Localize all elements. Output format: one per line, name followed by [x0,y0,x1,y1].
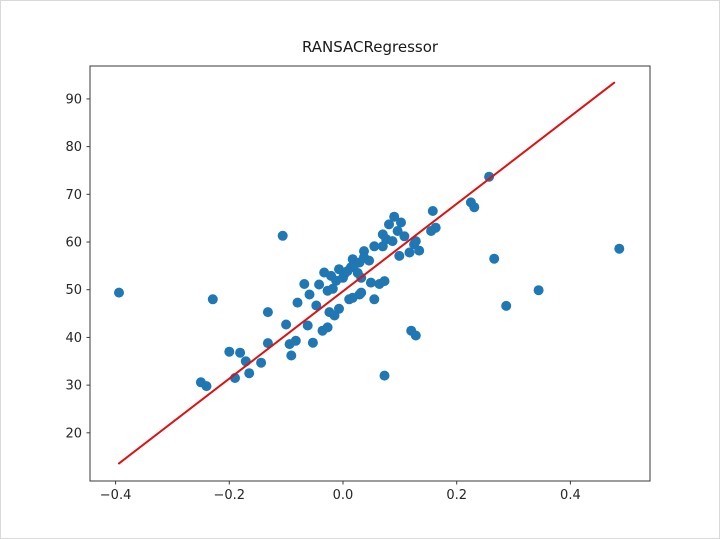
scatter-point [410,236,421,247]
scatter-point [344,294,355,305]
x-tick-label: −0.2 [214,488,246,503]
scatter-point [207,294,218,305]
y-tick-label: 50 [65,283,82,298]
scatter-point [430,222,441,233]
scatter-point [299,279,310,289]
scatter-point [369,241,380,252]
y-tick-label: 40 [65,331,82,346]
y-axis-ticks: 20 30 40 50 60 70 80 90 [65,92,90,441]
scatter-point [352,268,363,278]
scatter-point [334,264,344,275]
scatter-point [262,338,273,349]
scatter-point [342,266,353,277]
scatter-point [414,245,425,256]
scatter-point [614,243,625,254]
x-tick-label: 0.0 [333,488,354,503]
scatter-point [364,255,375,266]
scatter-point [262,307,273,318]
x-axis-ticks: −0.4 −0.2 0.0 0.2 0.4 [100,481,581,503]
scatter-point [304,289,315,300]
scatter-point [224,346,235,357]
scatter-point [392,226,403,236]
plot-frame [89,65,651,482]
scatter-point [244,368,255,379]
chart-title: RANSACRegressor [302,38,439,56]
scatter-point [322,322,333,333]
scatter-point [201,381,212,392]
scatter-point [114,287,124,298]
scatter-point [427,206,438,216]
scatter-point [404,247,415,258]
scatter-point [369,294,380,305]
scatter-point [396,217,406,228]
scatter-point [399,231,410,242]
y-tick-label: 20 [65,426,82,441]
scatter-point [533,285,544,296]
scatter-point [327,283,338,294]
scatter-point [489,253,500,264]
scatter-point [389,211,400,222]
x-tick-label: 0.4 [560,488,581,503]
scatter-point [256,357,267,368]
scatter-point [381,234,392,245]
y-tick-label: 70 [65,188,82,203]
scatter-point [292,297,303,308]
scatter-point [469,202,480,213]
scatter-point [235,347,246,358]
scatter-point [394,250,405,261]
y-tick-label: 30 [65,379,82,394]
ransac-fit-line [118,81,616,465]
scatter-point [277,230,288,241]
y-tick-label: 60 [65,236,82,251]
scatter-point [410,330,421,341]
scatter-point [379,276,390,287]
scatter-point [356,287,367,298]
scatter-point [484,171,495,182]
scatter-point [302,320,313,331]
scatter-point [365,277,376,288]
scatter-point [311,300,322,311]
x-tick-label: 0.2 [446,488,467,503]
scatter-point [379,370,390,381]
scatter-point [349,259,360,270]
scatter-point [281,319,292,330]
y-tick-label: 80 [65,140,82,155]
y-tick-label: 90 [65,92,82,107]
scatter-point [384,219,394,230]
scatter-point [501,300,512,311]
scatter-point [286,350,297,361]
x-tick-label: −0.4 [100,488,132,503]
scatter-point [334,303,344,314]
scatter-point [314,279,325,290]
scatter-point [307,337,318,348]
scatter-point [284,339,295,350]
scatter-series [114,171,625,392]
